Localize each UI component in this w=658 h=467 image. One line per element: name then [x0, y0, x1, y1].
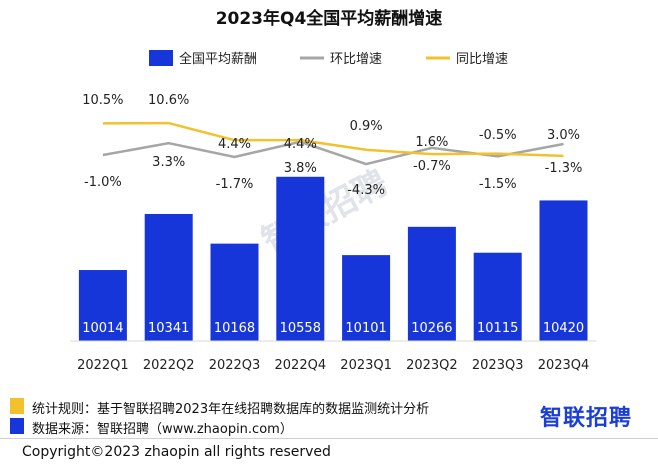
- yoy-line: [102, 121, 564, 158]
- bar-value-label: 10101: [345, 321, 386, 336]
- mom-label: 1.6%: [415, 135, 448, 150]
- mom-label: -1.5%: [479, 177, 517, 192]
- x-tick-label: 2023Q2: [406, 358, 458, 373]
- mom-label: 3.3%: [152, 155, 185, 170]
- bar-value-label: 10420: [543, 321, 584, 336]
- watermark: 智联招聘: [255, 163, 394, 262]
- bar-value-label: 10115: [477, 321, 518, 336]
- yoy-label: -0.5%: [479, 128, 517, 143]
- bar-value-label: 10168: [214, 321, 255, 336]
- yoy-label: 4.4%: [218, 137, 251, 152]
- x-tick-label: 2023Q3: [472, 358, 524, 373]
- legend-label: 环比增速: [330, 52, 382, 67]
- bar-value-label: 10558: [280, 321, 321, 336]
- yoy-label: 10.6%: [148, 93, 189, 108]
- bars: 10014 10341 10168 10558 10101 10266 10115 10420: [78, 176, 588, 341]
- yoy-label: 0.9%: [350, 119, 383, 134]
- bar: [342, 255, 391, 341]
- x-axis: 2022Q1 2022Q2 2022Q3 2022Q4 2023Q1 2023Q2 2023…: [70, 340, 597, 373]
- bar: [210, 243, 259, 341]
- bar-value-label: 10014: [82, 321, 123, 336]
- x-tick-label: 2023Q4: [538, 358, 590, 373]
- mom-label: 3.0%: [547, 128, 580, 143]
- chart-title: 2023年Q4全国平均薪酬增速: [216, 8, 443, 29]
- mom-label: -1.0%: [84, 175, 122, 190]
- yoy-label: -1.3%: [545, 161, 583, 176]
- x-tick-label: 2022Q4: [275, 358, 327, 373]
- bar: [276, 176, 325, 341]
- x-tick-label: 2022Q1: [77, 358, 129, 373]
- bar: [473, 252, 522, 341]
- chart: 2023年Q4全国平均薪酬增速 全国平均薪酬 环比增速 同比增速 智联招聘 1001…: [70, 8, 597, 373]
- bar: [144, 213, 193, 341]
- source-note: 数据来源：智联招聘（www.zhaopin.com）: [32, 422, 293, 437]
- legend-swatch-bar: [149, 50, 173, 66]
- yoy-label: -0.7%: [413, 159, 451, 174]
- legend-label: 同比增速: [456, 52, 508, 67]
- bar: [407, 226, 456, 341]
- point-labels: -1.0% 3.3% -1.7% 3.8% -4.3% 1.6% -1.5% 3.0% 10.5…: [82, 93, 582, 198]
- divider: [0, 438, 658, 439]
- mom-label: -1.7%: [216, 177, 254, 192]
- x-tick-label: 2023Q1: [340, 358, 392, 373]
- rule-note: 统计规则：基于智联招聘2023年在线招聘数据库的数据监测统计分析: [32, 402, 430, 417]
- bar-value-label: 10341: [148, 321, 189, 336]
- mom-label: -4.3%: [347, 183, 385, 198]
- yoy-label: 4.4%: [284, 137, 317, 152]
- copyright: Copyright©2023 zhaopin all rights reserv…: [22, 444, 331, 460]
- bar-value-label: 10266: [411, 321, 452, 336]
- yoy-label: 10.5%: [82, 93, 123, 108]
- bar: [78, 270, 127, 341]
- source-swatch: [10, 418, 24, 434]
- mom-label: 3.8%: [284, 161, 317, 176]
- x-tick-label: 2022Q3: [209, 358, 261, 373]
- x-tick-label: 2022Q2: [143, 358, 195, 373]
- legend-label: 全国平均薪酬: [179, 51, 257, 67]
- lines: [102, 121, 564, 166]
- rule-swatch: [10, 398, 24, 414]
- bar: [539, 200, 588, 341]
- legend: 全国平均薪酬 环比增速 同比增速: [149, 50, 508, 67]
- zhaopin-logo: 智联招聘: [540, 406, 633, 431]
